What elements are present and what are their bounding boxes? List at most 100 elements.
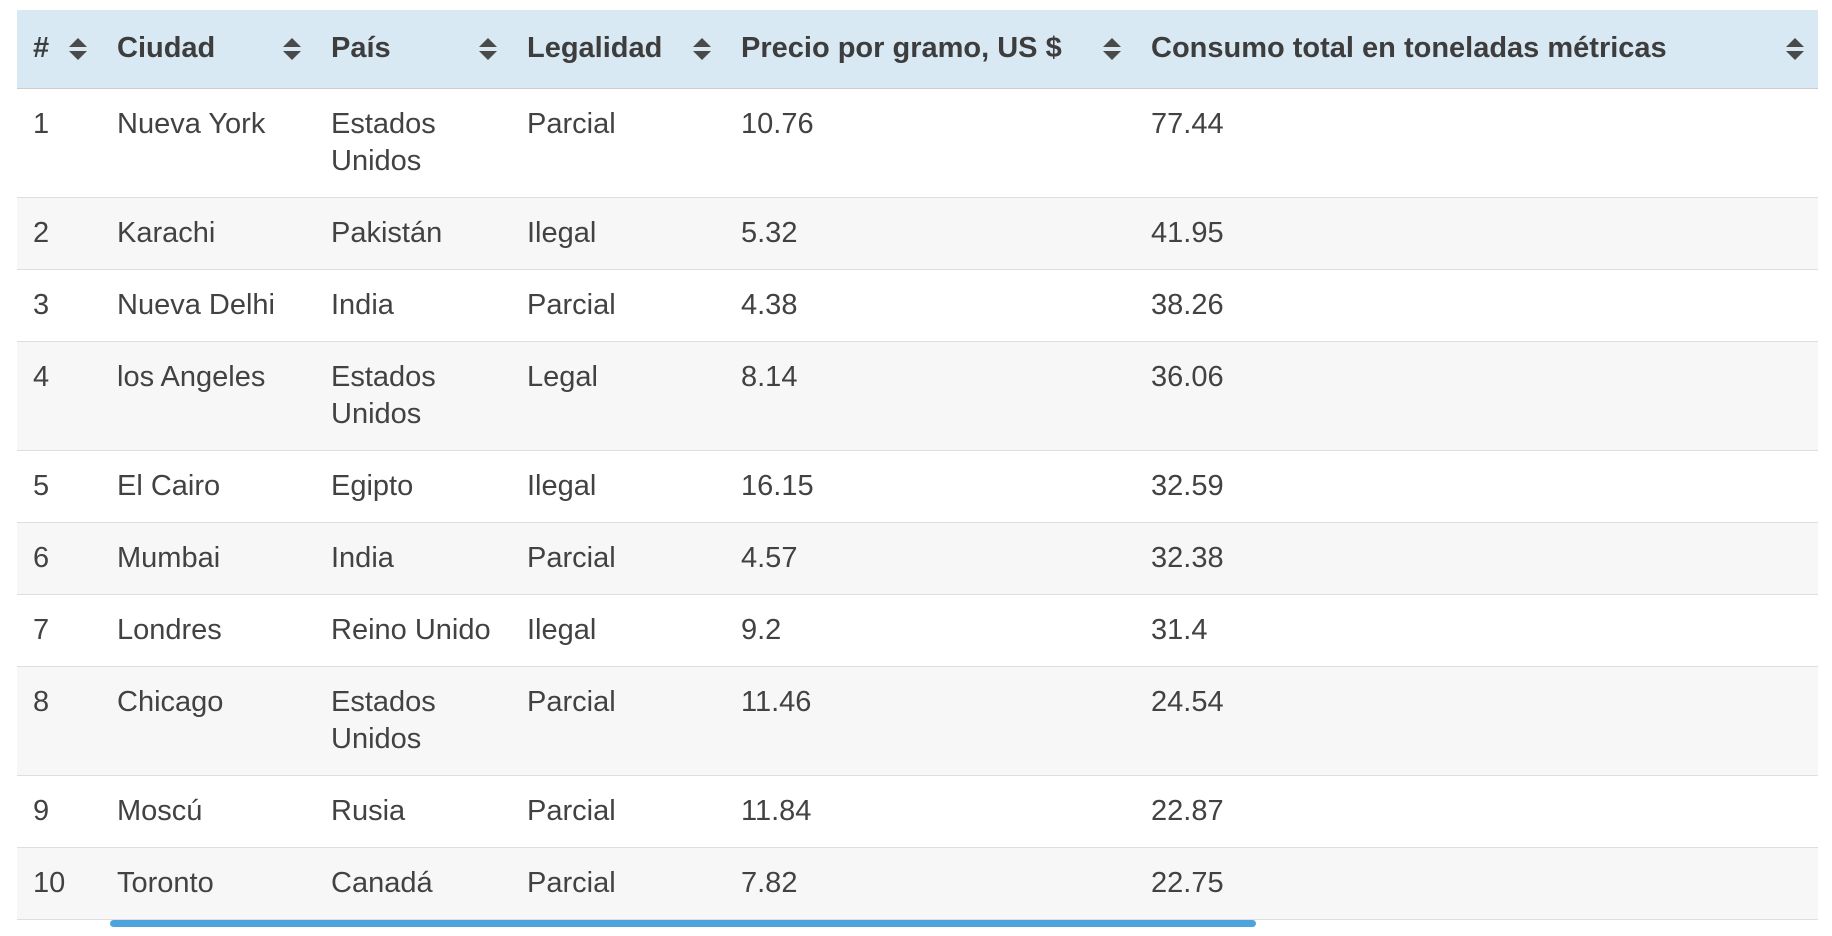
column-header-country[interactable]: País — [315, 10, 511, 89]
cell-price: 8.14 — [725, 341, 1135, 451]
column-header-price[interactable]: Precio por gramo, US $ — [725, 10, 1135, 89]
column-header-label: # — [33, 32, 50, 65]
table-row: 8 Chicago Estados Unidos Parcial 11.46 24.54 — [17, 666, 1818, 776]
data-table-container: # Ciudad País Legalidad Precio por gramo, US… — [17, 10, 1818, 920]
table-body: 1 Nueva York Estados Unidos Parcial 10.76 77.… — [17, 88, 1818, 920]
table-row: 3 Nueva Delhi India Parcial 4.38 38.26 — [17, 269, 1818, 342]
sort-arrows-icon[interactable] — [693, 37, 711, 60]
cell-city: Mumbai — [101, 522, 315, 595]
column-header-city[interactable]: Ciudad — [101, 10, 315, 89]
cell-country: India — [315, 269, 511, 342]
sort-up-arrow-icon — [479, 37, 497, 47]
cell-rank: 2 — [17, 197, 101, 270]
column-header-inner: País — [331, 32, 497, 65]
cell-rank: 7 — [17, 594, 101, 667]
column-header-legality[interactable]: Legalidad — [511, 10, 725, 89]
sort-up-arrow-icon — [693, 37, 711, 47]
cell-rank: 3 — [17, 269, 101, 342]
cell-city: los Angeles — [101, 341, 315, 451]
table-row: 10 Toronto Canadá Parcial 7.82 22.75 — [17, 847, 1818, 920]
cell-consumption: 22.87 — [1135, 775, 1818, 848]
cell-city: El Cairo — [101, 450, 315, 523]
cell-price: 16.15 — [725, 450, 1135, 523]
sort-down-arrow-icon — [283, 50, 301, 60]
column-header-rank[interactable]: # — [17, 10, 101, 89]
cell-price: 4.38 — [725, 269, 1135, 342]
cell-consumption: 22.75 — [1135, 847, 1818, 920]
cell-city: Chicago — [101, 666, 315, 776]
cell-rank: 5 — [17, 450, 101, 523]
sort-down-arrow-icon — [1786, 50, 1804, 60]
cell-city: Toronto — [101, 847, 315, 920]
cell-country: Egipto — [315, 450, 511, 523]
table-header-row: # Ciudad País Legalidad Precio por gramo, US… — [17, 10, 1818, 89]
column-header-label: País — [331, 32, 391, 65]
cell-legality: Parcial — [511, 522, 725, 595]
cell-price: 11.84 — [725, 775, 1135, 848]
cell-city: Moscú — [101, 775, 315, 848]
column-header-inner: Consumo total en toneladas métricas — [1151, 32, 1804, 65]
cell-legality: Ilegal — [511, 450, 725, 523]
cell-country: Reino Unido — [315, 594, 511, 667]
cell-price: 7.82 — [725, 847, 1135, 920]
cell-rank: 8 — [17, 666, 101, 776]
cell-consumption: 32.38 — [1135, 522, 1818, 595]
sort-arrows-icon[interactable] — [69, 37, 87, 60]
cell-legality: Legal — [511, 341, 725, 451]
cell-country: Estados Unidos — [315, 666, 511, 776]
cell-rank: 9 — [17, 775, 101, 848]
cell-consumption: 38.26 — [1135, 269, 1818, 342]
cell-legality: Ilegal — [511, 594, 725, 667]
sort-up-arrow-icon — [1103, 37, 1121, 47]
table-header: # Ciudad País Legalidad Precio por gramo, US… — [17, 10, 1818, 89]
sort-up-arrow-icon — [69, 37, 87, 47]
sort-down-arrow-icon — [69, 50, 87, 60]
cell-price: 5.32 — [725, 197, 1135, 270]
table-row: 6 Mumbai India Parcial 4.57 32.38 — [17, 522, 1818, 595]
cell-rank: 1 — [17, 88, 101, 198]
cell-city: Karachi — [101, 197, 315, 270]
column-header-consumption[interactable]: Consumo total en toneladas métricas — [1135, 10, 1818, 89]
cell-price: 4.57 — [725, 522, 1135, 595]
cell-city: Nueva York — [101, 88, 315, 198]
column-header-label: Ciudad — [117, 32, 216, 65]
cell-country: Pakistán — [315, 197, 511, 270]
cell-city: Londres — [101, 594, 315, 667]
cell-legality: Parcial — [511, 775, 725, 848]
cell-legality: Parcial — [511, 666, 725, 776]
horizontal-scrollbar-thumb[interactable] — [110, 920, 1256, 927]
cell-rank: 10 — [17, 847, 101, 920]
cell-consumption: 31.4 — [1135, 594, 1818, 667]
cell-country: India — [315, 522, 511, 595]
cell-price: 11.46 — [725, 666, 1135, 776]
sort-down-arrow-icon — [479, 50, 497, 60]
sort-arrows-icon[interactable] — [479, 37, 497, 60]
sort-arrows-icon[interactable] — [1786, 37, 1804, 60]
data-table: # Ciudad País Legalidad Precio por gramo, US… — [17, 10, 1818, 920]
column-header-label: Legalidad — [527, 32, 663, 65]
cell-price: 9.2 — [725, 594, 1135, 667]
cell-consumption: 77.44 — [1135, 88, 1818, 198]
cell-city: Nueva Delhi — [101, 269, 315, 342]
table-row: 9 Moscú Rusia Parcial 11.84 22.87 — [17, 775, 1818, 848]
cell-legality: Parcial — [511, 88, 725, 198]
sort-down-arrow-icon — [693, 50, 711, 60]
column-header-inner: Ciudad — [117, 32, 301, 65]
column-header-label: Precio por gramo, US $ — [741, 32, 1062, 65]
column-header-inner: Precio por gramo, US $ — [741, 32, 1121, 65]
cell-rank: 4 — [17, 341, 101, 451]
cell-consumption: 41.95 — [1135, 197, 1818, 270]
column-header-inner: # — [33, 32, 87, 65]
table-row: 2 Karachi Pakistán Ilegal 5.32 41.95 — [17, 197, 1818, 270]
cell-country: Estados Unidos — [315, 341, 511, 451]
cell-consumption: 36.06 — [1135, 341, 1818, 451]
sort-down-arrow-icon — [1103, 50, 1121, 60]
column-header-label: Consumo total en toneladas métricas — [1151, 32, 1667, 65]
cell-price: 10.76 — [725, 88, 1135, 198]
sort-up-arrow-icon — [1786, 37, 1804, 47]
cell-legality: Parcial — [511, 269, 725, 342]
cell-legality: Parcial — [511, 847, 725, 920]
sort-arrows-icon[interactable] — [1103, 37, 1121, 60]
cell-country: Estados Unidos — [315, 88, 511, 198]
sort-arrows-icon[interactable] — [283, 37, 301, 60]
